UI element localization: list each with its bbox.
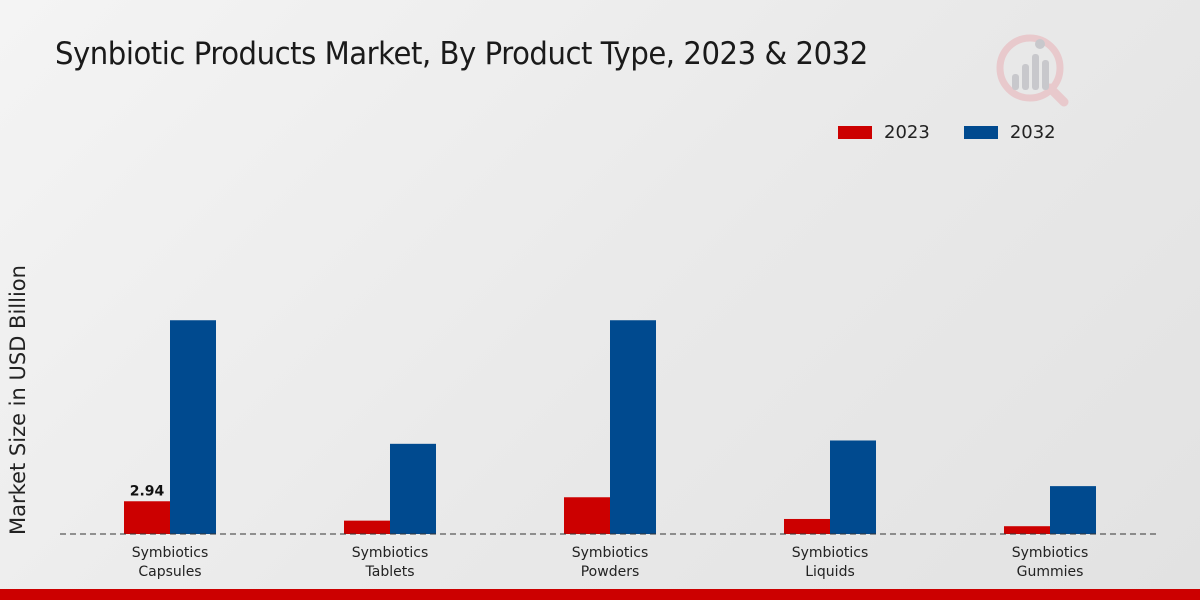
- x-tick-label-1-0: Symbiotics: [352, 545, 429, 561]
- chart-title: Synbiotic Products Market, By Product Ty…: [55, 36, 868, 72]
- x-tick-label-4-1: Gummies: [1017, 564, 1084, 580]
- bar-2023-4: [1004, 526, 1050, 534]
- legend-swatch-2023: [838, 126, 872, 139]
- legend-item-2032: 2032: [963, 122, 1056, 143]
- analytics-logo-icon: [996, 34, 1069, 107]
- bar-2023-3: [784, 518, 830, 534]
- bar-2032-2: [610, 320, 656, 534]
- bottom-accent-bar: [0, 589, 1200, 600]
- chart-legend: 2023 2032: [838, 122, 1090, 143]
- legend-item-2023: 2023: [838, 122, 930, 143]
- bar-2023-1: [344, 520, 390, 534]
- x-tick-label-2-0: Symbiotics: [572, 545, 649, 561]
- data-label-0: 2.94: [130, 483, 165, 499]
- x-tick-label-2-1: Powders: [581, 564, 640, 580]
- x-tick-label-3-0: Symbiotics: [792, 545, 869, 561]
- x-tick-label-1-1: Tablets: [365, 564, 415, 580]
- bar-2023-2: [564, 497, 610, 534]
- bar-2032-0: [170, 320, 216, 534]
- x-tick-label-3-1: Liquids: [805, 564, 855, 580]
- legend-label-2032: 2032: [1009, 122, 1056, 143]
- bar-2032-4: [1050, 486, 1096, 534]
- bar-2032-1: [390, 443, 436, 534]
- x-tick-label-0-1: Capsules: [138, 564, 201, 580]
- bar-2032-3: [830, 440, 876, 534]
- legend-label-2023: 2023: [884, 122, 930, 143]
- x-tick-label-0-0: Symbiotics: [132, 545, 209, 561]
- bar-2023-0: [124, 501, 170, 534]
- x-tick-label-4-0: Symbiotics: [1012, 545, 1089, 561]
- legend-swatch-2032: [963, 126, 998, 139]
